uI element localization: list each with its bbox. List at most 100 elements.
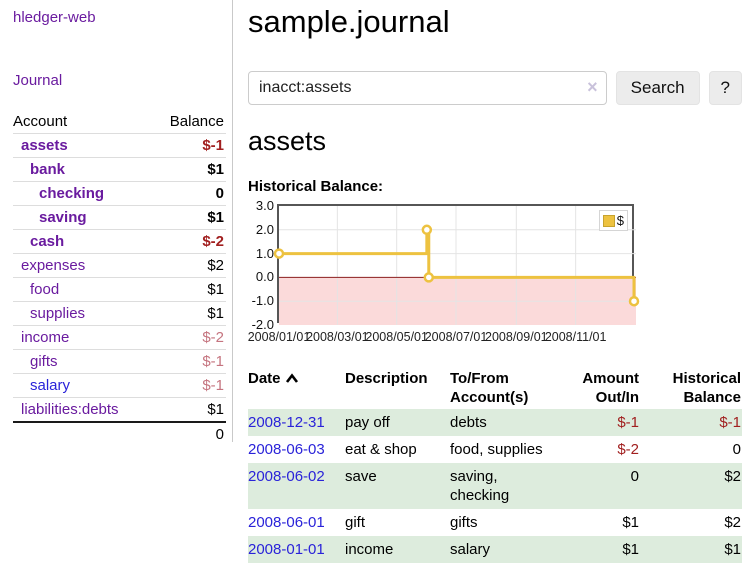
account-row: bank $1 xyxy=(13,157,226,181)
register-cell-accounts: salary xyxy=(450,541,491,558)
register-header-to-from-account-s-: To/From Account(s) xyxy=(450,367,560,409)
legend-label: $ xyxy=(616,213,624,228)
register-cell-balance: 0 xyxy=(732,441,741,458)
register-cell-amount: $1 xyxy=(622,514,639,531)
register-cell-description: income xyxy=(345,541,394,558)
chart-legend: $ xyxy=(598,210,628,231)
app-brand-link[interactable]: hledger-web xyxy=(13,9,96,26)
y-tick-label: 0.0 xyxy=(255,269,274,285)
sidebar-account-link-bank[interactable]: bank xyxy=(30,161,66,178)
sidebar: hledger-web Journal Account Balance asse… xyxy=(0,0,232,582)
sidebar-account-link-food[interactable]: food xyxy=(30,281,60,298)
account-row: cash $-2 xyxy=(13,229,226,253)
register-header-label: Description xyxy=(345,370,428,387)
accounts-header-account: Account xyxy=(13,113,68,130)
sidebar-account-link-gifts[interactable]: gifts xyxy=(30,353,58,370)
transaction-date-link[interactable]: 2008-01-01 xyxy=(248,541,325,558)
y-tick-label: 1.0 xyxy=(255,245,274,261)
y-tick-label: -2.0 xyxy=(251,317,274,332)
register-cell-balance: $1 xyxy=(724,541,741,558)
account-balance: $-1 xyxy=(202,137,224,154)
account-heading: assets xyxy=(248,126,327,156)
transaction-date-link[interactable]: 2008-06-03 xyxy=(248,441,325,458)
sidebar-account-link-checking[interactable]: checking xyxy=(39,185,105,202)
account-row: assets $-1 xyxy=(13,133,226,157)
account-row: saving $1 xyxy=(13,205,226,229)
sidebar-account-link-assets[interactable]: assets xyxy=(21,137,68,154)
transaction-date-link[interactable]: 2008-06-02 xyxy=(248,468,325,485)
register-cell-amount: 0 xyxy=(630,468,639,485)
x-tick-label: 2008/11/01 xyxy=(544,330,607,344)
x-tick-label: 2008/01/01 xyxy=(247,330,311,344)
account-balance: $-2 xyxy=(202,329,224,346)
register-cell-accounts: saving, checking xyxy=(450,468,510,504)
account-balance: $-1 xyxy=(202,377,224,394)
sidebar-item-journal[interactable]: Journal xyxy=(13,72,63,89)
register-header-label: Amount Out/In xyxy=(582,370,639,406)
help-button[interactable]: ? xyxy=(708,71,742,105)
register-cell-accounts: food, supplies xyxy=(450,441,543,458)
accounts-total-value: 0 xyxy=(215,426,224,443)
register-cell-date: 2008-06-02 xyxy=(248,463,345,509)
clear-search-icon[interactable]: × xyxy=(587,77,598,97)
sidebar-account-link-liabilities-debts[interactable]: liabilities:debts xyxy=(21,401,119,418)
y-tick-label: -1.0 xyxy=(251,293,274,309)
transaction-date-link[interactable]: 2008-06-01 xyxy=(248,514,325,531)
chart-plot-area: $ xyxy=(273,204,640,325)
account-row: supplies $1 xyxy=(13,301,226,325)
accounts-total-row: 0 xyxy=(13,421,226,446)
sidebar-account-link-expenses[interactable]: expenses xyxy=(21,257,86,274)
register-cell-balance: $2 xyxy=(724,514,741,531)
register-cell-description: save xyxy=(345,468,377,485)
register-row: 2008-06-02 save saving, checking 0 $2 xyxy=(248,463,742,509)
sort-asc-icon xyxy=(285,373,298,383)
account-balance: 0 xyxy=(215,185,224,202)
legend-swatch-icon xyxy=(602,214,615,227)
y-tick-label: 3.0 xyxy=(255,198,274,213)
page-title: sample.journal xyxy=(248,4,450,39)
register-header-date[interactable]: Date xyxy=(248,367,345,409)
y-tick-label: 2.0 xyxy=(255,221,274,237)
register-row: 2008-12-31 pay off debts $-1 $-1 xyxy=(248,409,742,436)
x-tick-label: 2008/03/01 xyxy=(306,330,369,344)
transaction-date-link[interactable]: 2008-12-31 xyxy=(248,414,325,431)
register-header-historical-balance: Historical Balance xyxy=(640,367,742,409)
chart-title: Historical Balance: xyxy=(248,178,384,195)
sidebar-account-link-income[interactable]: income xyxy=(21,329,70,346)
register-cell-date: 2008-01-01 xyxy=(248,536,345,563)
account-row: expenses $2 xyxy=(13,253,226,277)
register-cell-date: 2008-06-01 xyxy=(248,509,345,536)
sidebar-account-link-cash[interactable]: cash xyxy=(30,233,65,250)
register-cell-amount: $-1 xyxy=(617,414,639,431)
search-input[interactable] xyxy=(248,71,607,105)
chart-canvas xyxy=(273,206,640,325)
account-balance: $1 xyxy=(207,305,224,322)
x-tick-label: 2008/05/01 xyxy=(365,330,428,344)
register-cell-amount: $1 xyxy=(622,541,639,558)
register-cell-accounts: debts xyxy=(450,414,487,431)
main-content: sample.journal × Search ? assets Histori… xyxy=(233,0,742,582)
sidebar-account-link-salary[interactable]: salary xyxy=(30,377,71,394)
x-tick-label: 2008/09/01 xyxy=(485,330,548,344)
sidebar-account-link-saving[interactable]: saving xyxy=(39,209,87,226)
register-cell-amount: $-2 xyxy=(617,441,639,458)
account-balance: $1 xyxy=(207,161,224,178)
account-balance: $1 xyxy=(207,281,224,298)
register-header-label: To/From Account(s) xyxy=(450,370,529,406)
account-row: salary $-1 xyxy=(13,373,226,397)
register-header-label: Historical Balance xyxy=(672,370,741,406)
account-balance: $1 xyxy=(207,401,224,418)
search-button[interactable]: Search xyxy=(615,71,700,105)
register-cell-description: gift xyxy=(345,514,366,531)
account-row: checking 0 xyxy=(13,181,226,205)
account-balance: $2 xyxy=(207,257,224,274)
accounts-table: Account Balance assets $-1 bank $1 checking 0… xyxy=(13,110,226,446)
register-cell-date: 2008-12-31 xyxy=(248,409,345,436)
account-row: gifts $-1 xyxy=(13,349,226,373)
register-cell-balance: $-1 xyxy=(719,414,741,431)
account-balance: $1 xyxy=(207,209,224,226)
account-row: income $-2 xyxy=(13,325,226,349)
register-cell-description: pay off xyxy=(345,414,390,431)
register-cell-accounts: gifts xyxy=(450,514,478,531)
sidebar-account-link-supplies[interactable]: supplies xyxy=(30,305,86,322)
